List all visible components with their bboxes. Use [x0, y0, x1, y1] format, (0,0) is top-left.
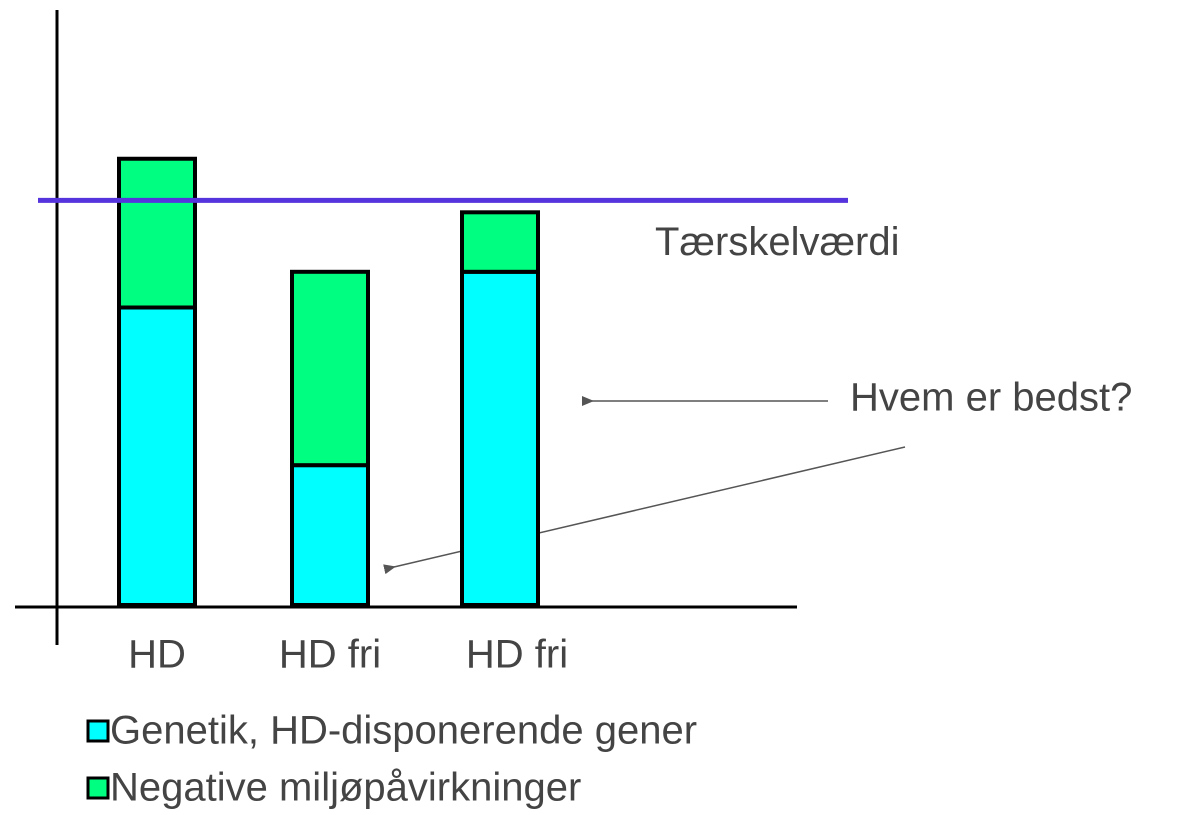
bar-segment — [117, 305, 197, 607]
bar-segment — [460, 269, 540, 607]
bar-segment — [117, 156, 197, 310]
legend-label: Negative miljøpåvirkninger — [110, 766, 581, 810]
legend-swatch — [86, 719, 110, 743]
threshold-label: Tærskelværdi — [655, 220, 899, 264]
legend-label: Genetik, HD-disponerende gener — [110, 709, 697, 753]
bar-segment — [290, 463, 370, 607]
annotation: Hvem er bedst? — [850, 376, 1132, 420]
x-tick-label: HD fri — [279, 633, 381, 677]
x-tick-label: HD — [128, 633, 186, 677]
legend-swatch — [86, 776, 110, 800]
x-tick-label: HD fri — [466, 633, 568, 677]
bar-segment — [290, 269, 370, 468]
bar-segment — [460, 210, 540, 274]
